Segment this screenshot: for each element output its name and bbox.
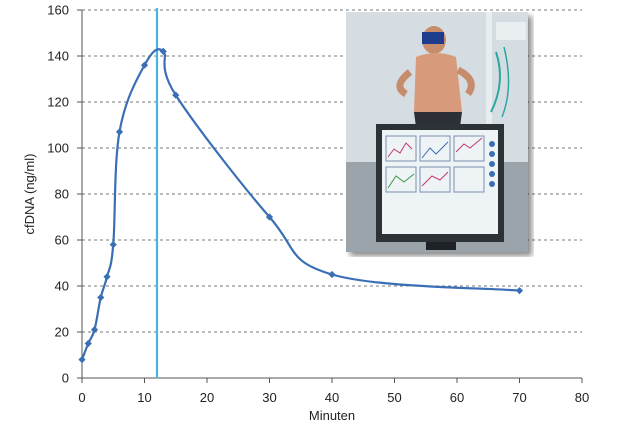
y-tick-label-40: 40 bbox=[55, 279, 69, 294]
y-tick-label-140: 140 bbox=[47, 49, 69, 64]
data-point-0-12 bbox=[515, 287, 524, 295]
data-point-0-3 bbox=[97, 293, 105, 302]
data-point-0-11 bbox=[328, 270, 336, 279]
y-tick-label-100: 100 bbox=[47, 141, 69, 156]
y-tick-label-80: 80 bbox=[55, 187, 69, 202]
data-point-0-9 bbox=[172, 91, 180, 99]
x-tick-label-30: 30 bbox=[262, 390, 276, 405]
y-tick-label-20: 20 bbox=[55, 325, 69, 340]
y-tick-label-0: 0 bbox=[62, 371, 69, 386]
data-point-0-5 bbox=[109, 241, 117, 249]
y-tick-label-60: 60 bbox=[55, 233, 69, 248]
x-tick-label-40: 40 bbox=[325, 390, 339, 405]
data-point-0-10 bbox=[265, 213, 274, 221]
data-point-0-4 bbox=[103, 273, 111, 281]
x-tick-label-10: 10 bbox=[137, 390, 151, 405]
x-tick-label-80: 80 bbox=[575, 390, 589, 405]
treadmill-photo-inset bbox=[346, 12, 534, 257]
x-tick-label-50: 50 bbox=[387, 390, 401, 405]
data-point-0-1 bbox=[84, 339, 92, 348]
y-tick-label-160: 160 bbox=[47, 3, 69, 18]
series-line-0 bbox=[80, 48, 520, 360]
treadmill-photo-icon bbox=[346, 12, 528, 252]
x-tick-label-70: 70 bbox=[512, 390, 526, 405]
data-point-0-7 bbox=[140, 61, 149, 69]
data-point-0-6 bbox=[115, 128, 124, 136]
y-axis-title: cfDNA (ng/ml) bbox=[22, 154, 37, 235]
x-tick-label-20: 20 bbox=[200, 390, 214, 405]
x-axis-title: Minuten bbox=[309, 408, 355, 423]
data-point-0-2 bbox=[90, 326, 99, 334]
y-tick-label-120: 120 bbox=[47, 95, 69, 110]
data-point-0-8 bbox=[159, 47, 167, 55]
data-point-0-0 bbox=[78, 356, 86, 364]
x-tick-label-0: 0 bbox=[78, 390, 85, 405]
x-tick-label-60: 60 bbox=[450, 390, 464, 405]
